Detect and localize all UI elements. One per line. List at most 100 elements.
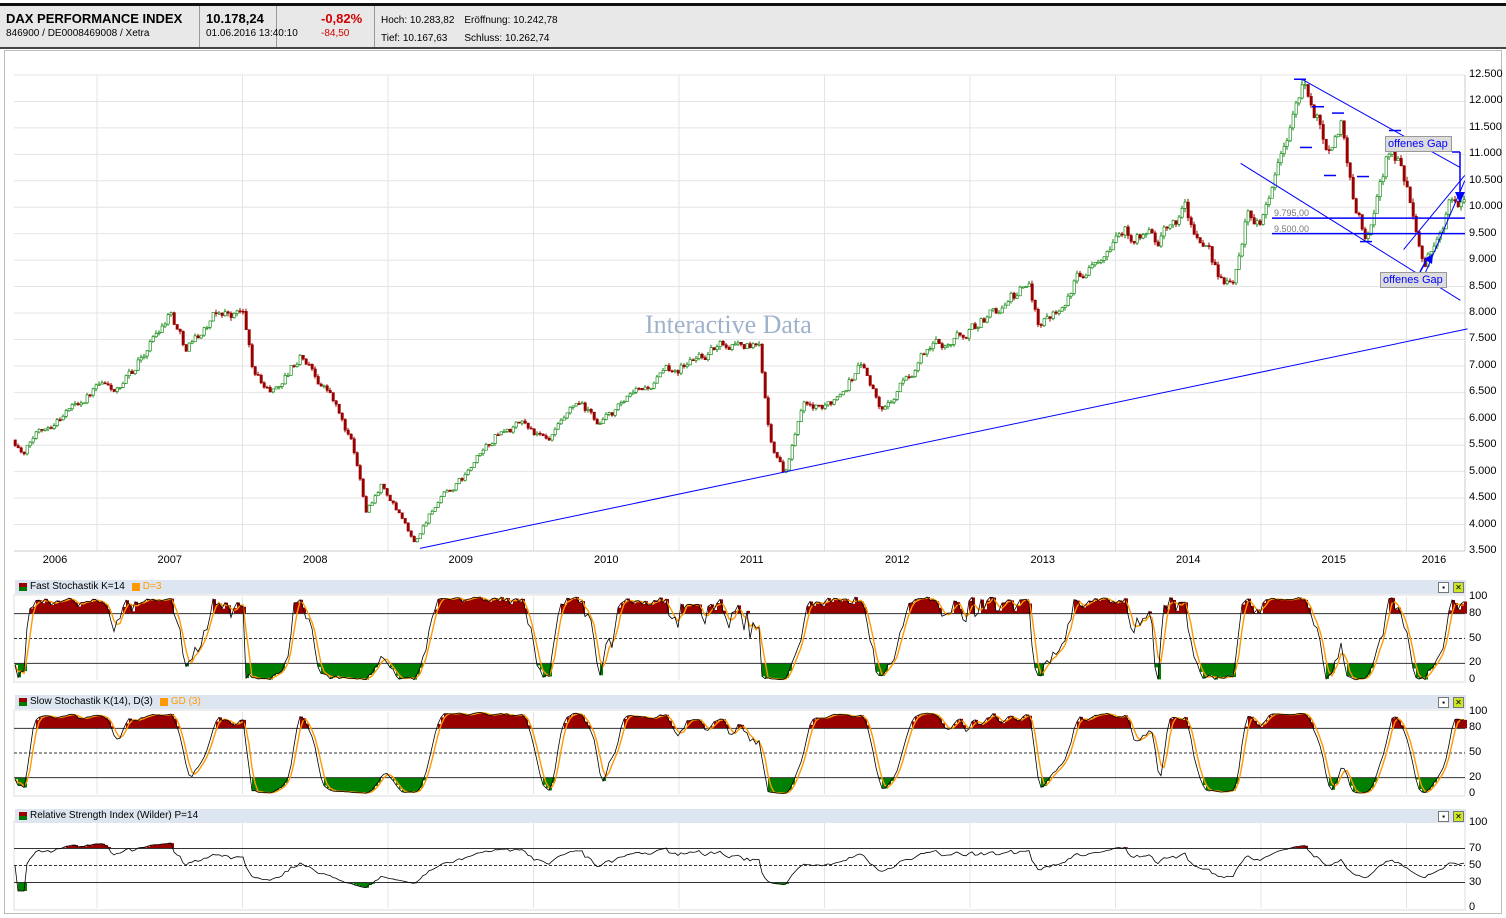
candle-body [19,447,23,453]
candle-body [214,312,218,314]
candle-body [556,423,560,430]
x-tick-label: 2007 [157,554,182,566]
candle-body [1075,272,1079,282]
candle-body [244,311,248,330]
candle-body [469,467,473,471]
rsi-swatch-icon [19,812,27,820]
candle-body [1129,235,1133,242]
candle-body [268,387,272,393]
candle-body [421,525,425,535]
candle-body [751,343,755,348]
candle-body [1105,251,1109,258]
panel-settings-icon[interactable]: ▪ [1438,582,1449,593]
candle-body [256,374,260,376]
candle-body [667,365,671,372]
panel-close-icon[interactable]: ✕ [1453,811,1464,822]
candle-body [574,403,578,407]
candle-body [280,383,284,387]
gap-annotation[interactable]: offenes Gap [1385,136,1452,152]
candle-body [154,333,158,338]
candle-body [253,366,257,375]
panel-settings-icon[interactable]: ▪ [1438,811,1449,822]
candle-body [1345,137,1349,164]
candle-body [619,402,623,405]
candle-body [1078,272,1082,277]
low-value: Tief: 10.167,63 [381,32,448,44]
candle-body [1135,234,1139,244]
candle-body [1327,149,1331,151]
candle-body [148,341,152,352]
candle-body [649,387,653,390]
y-tick-label: 3.500 [1469,544,1497,556]
y-tick-label: 4.000 [1469,517,1497,530]
candle-body [1270,187,1274,199]
candle-body [742,344,746,349]
candle-body [406,522,410,532]
candle-body [781,461,785,473]
candle-body [583,402,587,411]
candle-body [985,316,989,323]
candle-body [820,405,824,409]
candle-body [1177,216,1181,225]
overbought-fill [36,712,1467,729]
panel-settings-icon[interactable]: ▪ [1438,697,1449,708]
candle-body [175,324,179,330]
candle-body [355,452,359,466]
panel-close-icon[interactable]: ✕ [1453,697,1464,708]
candle-body [1321,124,1325,140]
candle-body [1369,224,1373,236]
candle-body [676,370,680,374]
candle-body [553,428,557,435]
candle-body [697,353,701,359]
panel-tick-label: 100 [1469,590,1488,602]
candle-body [1300,84,1304,99]
candle-body [763,372,767,399]
candle-body [502,431,506,433]
panel-tick-label: 80 [1469,606,1482,619]
trendline [1403,175,1466,250]
candle-body [454,483,458,491]
k-swatch-icon [19,698,27,706]
candle-body [586,409,590,411]
candle-body [271,388,275,393]
candle-body [835,396,839,401]
d-swatch-icon [131,583,140,591]
candle-body [577,403,581,405]
candle-body [91,388,95,396]
candle-body [328,389,332,393]
candle-body [604,413,608,420]
candle-body [1117,233,1121,237]
candle-body [259,374,263,384]
panel-tick-label: 50 [1469,858,1482,871]
candle-body [1252,217,1256,225]
y-tick-label: 5.500 [1469,438,1497,451]
candle-body [112,389,116,392]
candle-body [1450,199,1454,201]
candle-body [391,500,395,504]
candle-body [1210,246,1214,263]
candle-body [1354,198,1358,214]
k-swatch-icon [19,583,27,591]
panel-tick-label: 50 [1469,631,1482,644]
candle-body [151,336,155,342]
candle-body [1018,286,1022,297]
candle-body [988,309,992,318]
candle-body [952,337,956,345]
panel-close-icon[interactable]: ✕ [1453,582,1464,593]
candle-body [862,364,866,369]
candle-body [778,457,782,463]
candle-body [475,455,479,463]
candle-body [1114,235,1118,243]
candle-body [289,365,293,376]
panel-header-fast-stochastic: Fast Stochastik K=14 D=3 [15,580,1466,594]
candle-body [670,370,674,373]
gap-annotation[interactable]: offenes Gap [1380,272,1447,288]
candle-body [733,343,737,346]
candle-body [307,363,311,366]
candle-body [73,403,77,405]
candle-body [1021,286,1025,289]
gap-arrow [1419,258,1428,273]
candle-body [205,326,209,329]
candle-body [1234,268,1238,284]
candle-body [859,364,863,367]
